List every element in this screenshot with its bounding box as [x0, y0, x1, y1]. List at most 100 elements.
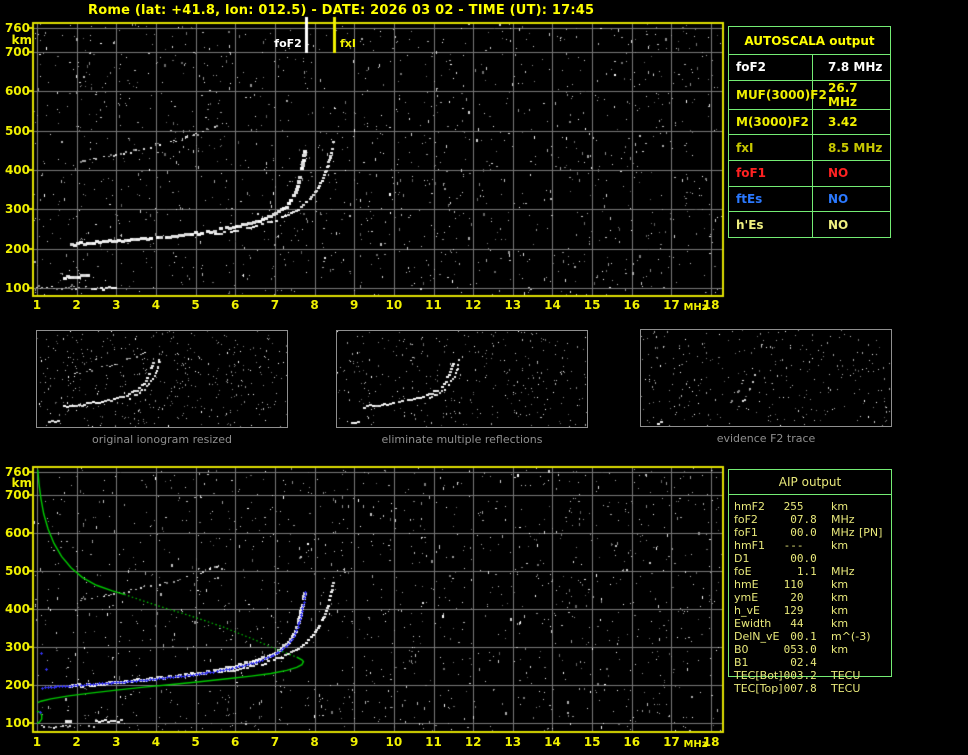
aip-param-value: 44	[777, 617, 804, 630]
aip-row: ymE 20 km	[729, 591, 893, 604]
x-tick-label: 17	[663, 298, 680, 312]
x-tick-label: 10	[385, 298, 403, 312]
thumbnail-cleaned-ionogram: eliminate multiple reflections	[336, 330, 588, 446]
aip-param-label: hmE	[734, 578, 759, 591]
aip-param-value: 255	[777, 500, 804, 513]
autoscala-param-value: NO	[828, 192, 849, 207]
aip-param-unit: TECU	[831, 682, 861, 695]
autoscala-param-label: fxI	[729, 135, 813, 161]
autoscala-param-value: NO	[828, 217, 849, 232]
aip-row: D1 00.0	[729, 552, 893, 565]
aip-row: foF2 07.8 MHz	[729, 513, 893, 526]
autoscala-row: foF1 NO	[729, 161, 890, 187]
x-tick-label: 13	[504, 735, 522, 749]
aip-param-value: 129	[777, 604, 804, 617]
thumbnail-f2-canvas	[641, 330, 891, 426]
thumbnail-frame	[336, 330, 588, 428]
aip-row: hmF1 --- km	[729, 539, 893, 552]
y-tick-label: 400	[4, 601, 30, 616]
aip-param-unit: MHz	[831, 513, 855, 526]
autoscala-table-header: AUTOSCALA output	[729, 27, 890, 55]
y-tick-label: 700	[4, 487, 30, 502]
y-tick-label: 760	[4, 21, 30, 36]
x-tick-label: 10	[385, 735, 403, 749]
autoscala-row: foF2 7.8 MHz	[729, 55, 890, 81]
x-tick-label: 12	[464, 735, 482, 749]
aip-param-label: DelN_vE	[734, 630, 780, 643]
aip-row: foF1 00.0 MHz [PN]	[729, 526, 893, 539]
x-tick-label: 9	[350, 735, 359, 749]
x-tick-label: 7	[270, 735, 280, 749]
aip-param-unit: km	[831, 604, 849, 617]
x-tick-label: 2	[72, 298, 81, 312]
autoscala-param-label: MUF(3000)F2	[729, 80, 827, 109]
autoscala-param-label: foF1	[729, 161, 813, 186]
bottom-ionogram-canvas	[18, 455, 730, 747]
aip-param-unit: km	[831, 643, 849, 656]
aip-param-value: 053.0	[777, 643, 817, 656]
y-tick-label: 600	[4, 84, 30, 99]
aip-row: DelN_vE 00.1 m^(-3)	[729, 630, 893, 643]
y-tick-label: 600	[4, 525, 30, 540]
aip-param-value: 00.1	[777, 630, 817, 643]
aip-param-label: Ewidth	[734, 617, 772, 630]
aip-param-note: [PN]	[859, 526, 883, 539]
aip-row: h_vE 129 km	[729, 604, 893, 617]
aip-param-label: foF2	[734, 513, 758, 526]
aip-param-value: 007.8	[777, 682, 817, 695]
aip-param-label: foE	[734, 565, 752, 578]
x-axis-unit-label: MHz	[683, 302, 708, 313]
thumbnail-caption: original ionogram resized	[92, 433, 232, 446]
autoscala-row: h'Es NO	[729, 212, 890, 238]
aip-param-unit: MHz	[831, 526, 855, 539]
aip-param-unit: m^(-3)	[831, 630, 871, 643]
y-tick-label: 400	[4, 162, 30, 177]
x-axis-unit-label: MHz	[683, 739, 708, 750]
aip-row: TEC[Bot] 003.2 TECU	[729, 669, 893, 682]
aip-param-unit: MHz	[831, 565, 855, 578]
autoscala-row: MUF(3000)F2 26.7 MHz	[729, 80, 890, 110]
autoscala-param-value: 3.42	[828, 115, 858, 129]
x-tick-label: 3	[112, 735, 121, 749]
x-tick-label: 4	[151, 735, 161, 749]
x-tick-label: 1	[32, 735, 42, 749]
aip-row: hmE 110 km	[729, 578, 893, 591]
thumbnail-frame	[640, 329, 892, 427]
autoscala-param-value: 26.7 MHz	[828, 80, 858, 109]
x-tick-label: 6	[231, 298, 240, 312]
y-tick-label: 100	[4, 281, 30, 296]
freq-annotation-label: foF2	[274, 37, 302, 50]
x-tick-label: 11	[425, 735, 442, 749]
aip-param-value: 003.2	[777, 669, 817, 682]
aip-param-label: D1	[734, 552, 750, 565]
y-tick-label: 760	[4, 464, 30, 479]
x-tick-label: 15	[583, 298, 601, 312]
autoscala-param-label: ftEs	[729, 186, 813, 212]
aip-output-table: AIP output hmF2 255 km foF2 07.8 MHz foF1 00…	[728, 469, 893, 695]
autoscala-param-value: NO	[828, 166, 849, 181]
x-tick-label: 7	[270, 298, 280, 312]
y-tick-label: 500	[4, 123, 30, 138]
y-tick-label: 500	[4, 563, 30, 578]
y-tick-label: 200	[4, 677, 30, 692]
x-tick-label: 5	[191, 735, 200, 749]
aip-param-value: 00.0	[777, 526, 817, 539]
aip-param-unit: km	[831, 500, 849, 513]
aip-param-label: hmF2	[734, 500, 766, 513]
aip-row: foE 1.1 MHz	[729, 565, 893, 578]
aip-param-value: 20	[777, 591, 804, 604]
autoscala-param-label: h'Es	[729, 212, 813, 238]
autoscala-param-label: foF2	[729, 55, 813, 80]
thumbnail-original-ionogram: original ionogram resized	[36, 330, 288, 446]
x-tick-label: 6	[231, 735, 240, 749]
aip-param-label: hmF1	[734, 539, 766, 552]
thumbnail-f2-evidence: evidence F2 trace	[640, 329, 892, 445]
y-tick-label: 700	[4, 44, 30, 59]
x-tick-label: 15	[583, 735, 601, 749]
aip-param-value: ---	[777, 539, 804, 552]
y-tick-label: 300	[4, 202, 30, 217]
autoscala-output-table: AUTOSCALA output foF2 7.8 MHz MUF(3000)F2 2…	[728, 26, 891, 238]
aip-param-value: 110	[777, 578, 804, 591]
autoscala-param-value: 7.8 MHz	[828, 60, 883, 75]
